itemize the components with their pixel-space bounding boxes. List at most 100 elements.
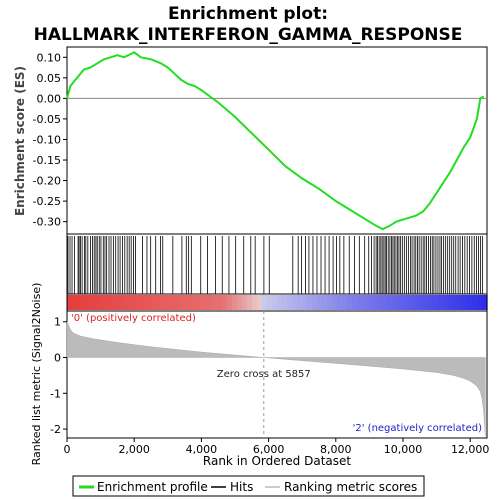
- color-bar-segment: [377, 295, 383, 310]
- color-bar-segment: [102, 295, 108, 310]
- color-bar-segment: [462, 295, 468, 310]
- metric-y-tick-label: -2: [50, 423, 61, 436]
- ranking-color-bar: [67, 295, 488, 310]
- color-bar-segment: [217, 295, 223, 310]
- legend-hits-label: Hits: [230, 480, 253, 494]
- chart-title-line1: Enrichment plot:: [168, 4, 328, 24]
- color-bar-segment: [117, 295, 123, 310]
- color-bar-segment: [357, 295, 363, 310]
- es-y-tick-label: 0.00: [37, 92, 62, 105]
- es-y-axis: 0.10 0.05 0.00 -0.05 -0.10 -0.15 -0.20 -0.25 -0.…: [33, 51, 67, 229]
- color-bar-segment: [452, 295, 458, 310]
- color-bar-segment: [112, 295, 118, 310]
- x-tick-label: 6,000: [253, 443, 285, 456]
- color-bar-segment: [82, 295, 88, 310]
- color-bar-segment: [237, 295, 243, 310]
- es-y-tick-label: -0.25: [33, 195, 61, 208]
- color-bar-segment: [392, 295, 398, 310]
- color-bar-segment: [412, 295, 418, 310]
- color-bar-segment: [367, 295, 373, 310]
- x-tick-label: 8,000: [320, 443, 352, 456]
- color-bar-segment: [232, 295, 238, 310]
- color-bar-segment: [252, 295, 258, 310]
- color-bar-segment: [422, 295, 428, 310]
- metric-y-tick-label: -1: [50, 387, 61, 400]
- color-bar-segment: [437, 295, 443, 310]
- es-y-tick-label: 0.05: [37, 72, 62, 85]
- color-bar-segment: [397, 295, 403, 310]
- color-bar-segment: [472, 295, 478, 310]
- color-bar-segment: [402, 295, 408, 310]
- color-bar-segment: [212, 295, 218, 310]
- color-bar-segment: [72, 295, 78, 310]
- color-bar-segment: [277, 295, 283, 310]
- color-bar-segment: [417, 295, 423, 310]
- es-y-tick-label: -0.05: [33, 113, 61, 126]
- metric-y-tick-label: 0: [54, 352, 61, 365]
- color-bar-segment: [147, 295, 153, 310]
- color-bar-segment: [207, 295, 213, 310]
- color-bar-segment: [122, 295, 128, 310]
- metric-y-axis-label: Ranked list metric (Signal2Noise): [30, 283, 43, 466]
- x-tick-label: 4,000: [186, 443, 218, 456]
- color-bar-segment: [187, 295, 193, 310]
- color-bar-segment: [152, 295, 158, 310]
- color-bar-segment: [137, 295, 143, 310]
- color-bar-segment: [362, 295, 368, 310]
- color-bar-segment: [292, 295, 298, 310]
- legend-enrichment-label: Enrichment profile: [97, 480, 208, 494]
- color-bar-segment: [142, 295, 148, 310]
- color-bar-segment: [202, 295, 208, 310]
- color-bar-segment: [262, 295, 268, 310]
- color-bar-segment: [467, 295, 473, 310]
- color-bar-segment: [327, 295, 333, 310]
- color-bar-segment: [482, 295, 488, 310]
- es-y-tick-label: -0.30: [33, 216, 61, 229]
- color-bar-segment: [442, 295, 448, 310]
- es-y-tick-label: 0.10: [37, 51, 62, 64]
- color-bar-segment: [177, 295, 183, 310]
- color-bar-segment: [157, 295, 163, 310]
- color-bar-segment: [282, 295, 288, 310]
- color-bar-segment: [317, 295, 323, 310]
- hits-panel-frame: [66, 233, 488, 295]
- color-bar-segment: [427, 295, 433, 310]
- chart-title-line2: HALLMARK_INTERFERON_GAMMA_RESPONSE: [34, 25, 463, 45]
- negative-correlation-label: '2' (negatively correlated): [353, 423, 482, 434]
- es-y-tick-label: -0.10: [33, 133, 61, 146]
- color-bar-segment: [477, 295, 483, 310]
- color-bar-segment: [172, 295, 178, 310]
- color-bar-segment: [97, 295, 103, 310]
- metric-y-tick-label: 1: [54, 316, 61, 329]
- color-bar-segment: [162, 295, 168, 310]
- positive-correlation-label: '0' (positively correlated): [71, 313, 196, 324]
- x-tick-label: 2,000: [118, 443, 150, 456]
- color-bar-segment: [407, 295, 413, 310]
- color-bar-segment: [182, 295, 188, 310]
- color-bar-segment: [267, 295, 273, 310]
- color-bar-segment: [312, 295, 318, 310]
- color-bar-segment: [307, 295, 313, 310]
- color-bar-segment: [247, 295, 253, 310]
- color-bar-segment: [457, 295, 463, 310]
- color-bar-segment: [322, 295, 328, 310]
- color-bar-segment: [432, 295, 438, 310]
- legend-metric-label: Ranking metric scores: [284, 480, 417, 494]
- x-axis-label: Rank in Ordered Dataset: [203, 454, 351, 468]
- x-axis: 0 2,000 4,000 6,000 8,000 10,000 12,000: [64, 438, 490, 456]
- color-bar-segment: [87, 295, 93, 310]
- color-bar-segment: [302, 295, 308, 310]
- color-bar-segment: [332, 295, 338, 310]
- zero-cross-label: Zero cross at 5857: [217, 369, 311, 380]
- es-panel-frame: [66, 46, 488, 235]
- color-bar-segment: [352, 295, 358, 310]
- es-y-axis-label: Enrichment score (ES): [13, 66, 27, 216]
- color-bar-segment: [447, 295, 453, 310]
- x-tick-label: 12,000: [451, 443, 490, 456]
- es-y-tick-label: -0.20: [33, 175, 61, 188]
- color-bar-segment: [347, 295, 353, 310]
- color-bar-segment: [387, 295, 393, 310]
- x-tick-label: 0: [64, 443, 71, 456]
- color-bar-segment: [132, 295, 138, 310]
